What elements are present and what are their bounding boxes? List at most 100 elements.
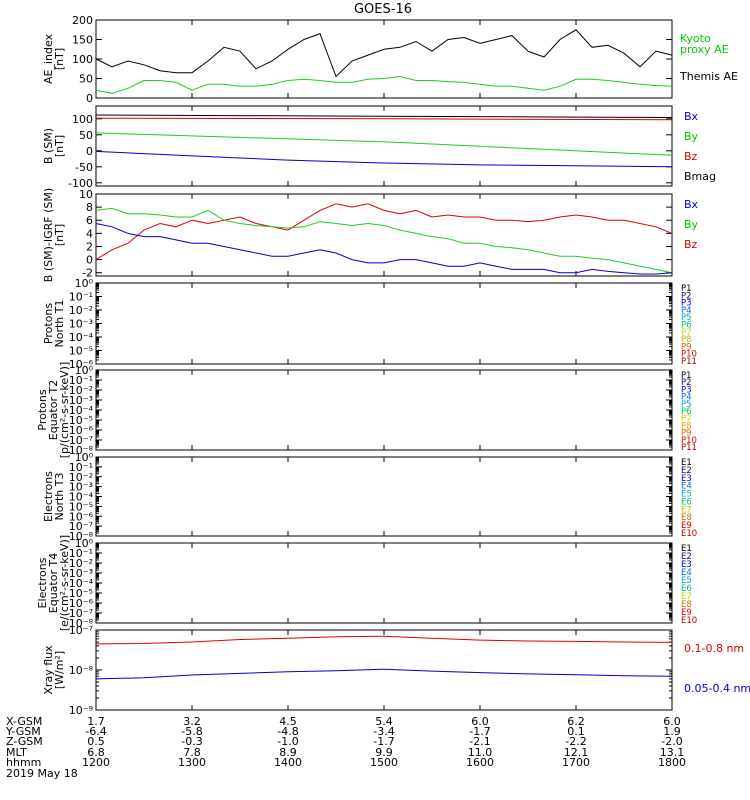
footer-cell: 8.9 bbox=[279, 746, 297, 759]
y-tick-label: 10⁻⁴ bbox=[69, 404, 94, 417]
footer-cell: 4.5 bbox=[279, 715, 297, 728]
footer-cell: -2.1 bbox=[469, 735, 490, 748]
y-axis-label: Electrons bbox=[36, 557, 49, 608]
footer-cell: -3.4 bbox=[373, 725, 394, 738]
y-tick-label: 10⁻⁴ bbox=[69, 491, 94, 504]
legend-entry: Themis AE bbox=[679, 70, 738, 83]
y-tick-label: 10⁰ bbox=[75, 451, 94, 464]
legend-entry: E9 bbox=[681, 521, 692, 531]
series-line-by bbox=[95, 207, 673, 274]
y-tick-label: 0 bbox=[86, 254, 93, 267]
y-tick-label: 10⁰ bbox=[75, 537, 94, 550]
legend-entry: E7 bbox=[681, 592, 692, 602]
y-tick-label: 4 bbox=[86, 227, 93, 240]
y-tick-label: 10⁻⁶ bbox=[69, 358, 94, 371]
footer-cell: 0.1 bbox=[567, 725, 585, 738]
footer-row-label: Y-GSM bbox=[5, 725, 41, 738]
legend-entry: P4 bbox=[681, 393, 692, 403]
legend-entry: E6 bbox=[681, 584, 692, 594]
legend-entry: P4 bbox=[681, 306, 692, 316]
y-tick-label: -100 bbox=[68, 177, 93, 190]
y-tick-label: 10⁻⁵ bbox=[69, 587, 93, 600]
figure-title: GOES-16 bbox=[354, 2, 412, 17]
footer-cell: -6.4 bbox=[85, 725, 106, 738]
panel-frame bbox=[95, 193, 673, 277]
legend-entry: P9 bbox=[681, 342, 692, 352]
legend-entry: E5 bbox=[681, 490, 692, 500]
footer-cell: 3.2 bbox=[183, 715, 201, 728]
legend-entry: P7 bbox=[681, 328, 692, 338]
legend-entry: P8 bbox=[681, 335, 692, 345]
legend-entry: E7 bbox=[681, 505, 692, 515]
y-tick-label: 50 bbox=[79, 129, 93, 142]
footer-cell: 12.1 bbox=[564, 746, 589, 759]
y-tick-label: 10⁻⁵ bbox=[69, 414, 93, 427]
legend-entry: E2 bbox=[681, 466, 692, 476]
footer-cell: 11.0 bbox=[468, 746, 493, 759]
y-axis-label: Protons bbox=[42, 303, 55, 344]
legend-entry: P1 bbox=[681, 371, 692, 381]
footer-cell: -5.8 bbox=[181, 725, 202, 738]
legend-entry: E10 bbox=[681, 529, 697, 539]
series-line-by bbox=[95, 132, 673, 156]
y-tick-label: -50 bbox=[75, 161, 93, 174]
footer-cell: 7.8 bbox=[183, 746, 201, 759]
series-line-themis-ae bbox=[95, 29, 673, 78]
footer-cell: -2.0 bbox=[661, 735, 682, 748]
legend-entry: P1 bbox=[681, 284, 692, 294]
footer-cell: 6.2 bbox=[567, 715, 585, 728]
y-tick-label: 100 bbox=[72, 53, 93, 66]
legend-entry: P11 bbox=[681, 357, 697, 367]
y-tick-label: 10⁻⁸ bbox=[69, 617, 94, 630]
footer-cell: 6.0 bbox=[663, 715, 681, 728]
panel-frame bbox=[95, 542, 673, 624]
y-axis-label: [e/(cm²-s-sr-keV)] bbox=[58, 535, 71, 631]
legend-entry: Bx bbox=[684, 110, 699, 123]
y-axis-label: Equator T2 bbox=[47, 380, 60, 440]
y-tick-label: 10⁻⁷ bbox=[69, 520, 93, 533]
y-tick-label: 10⁻⁷ bbox=[69, 434, 93, 447]
footer-cell: 9.9 bbox=[375, 746, 393, 759]
legend-entry: Bz bbox=[684, 150, 698, 163]
y-axis-label: AE_index bbox=[42, 33, 55, 84]
legend-entry: P7 bbox=[681, 414, 692, 424]
y-tick-label: 10⁻² bbox=[69, 304, 93, 317]
series-line-bmag bbox=[95, 114, 673, 118]
y-tick-label: 0 bbox=[86, 145, 93, 158]
y-tick-label: 10⁻² bbox=[69, 384, 93, 397]
y-tick-label: 10⁻⁷ bbox=[69, 624, 93, 637]
footer-cell: 6.8 bbox=[87, 746, 105, 759]
y-axis-label: Xray flux bbox=[42, 645, 55, 695]
y-tick-label: 10⁻⁵ bbox=[69, 500, 93, 513]
legend-entry: Bmag bbox=[684, 170, 716, 183]
y-axis-label: Electrons bbox=[42, 471, 55, 522]
legend-entry: Kyoto bbox=[680, 32, 711, 45]
legend-entry: By bbox=[684, 130, 699, 143]
y-tick-label: 10⁻⁶ bbox=[69, 510, 94, 523]
y-axis-label: [p/(cm²-s-sr-keV)] bbox=[58, 362, 71, 459]
y-tick-label: 10 bbox=[79, 188, 93, 201]
panel-frame bbox=[95, 19, 673, 99]
footer-cell: 6.0 bbox=[471, 715, 489, 728]
legend-entry: E1 bbox=[681, 544, 692, 554]
footer-cell: 1600 bbox=[466, 756, 494, 769]
legend-entry: P10 bbox=[681, 436, 697, 446]
footer-cell: 1.7 bbox=[87, 715, 105, 728]
panel-frame bbox=[95, 282, 673, 365]
legend-entry: E6 bbox=[681, 497, 692, 507]
panel-frame bbox=[95, 369, 673, 451]
legend-entry: P2 bbox=[681, 378, 692, 388]
legend-entry: P3 bbox=[681, 385, 692, 395]
y-tick-label: 10⁻⁵ bbox=[69, 345, 93, 358]
y-axis-label: Protons bbox=[36, 389, 49, 430]
y-axis-label: B (SM)-IGRF (SM) bbox=[42, 188, 55, 282]
y-tick-label: 100 bbox=[72, 113, 93, 126]
y-tick-label: 10⁻⁸ bbox=[69, 664, 94, 677]
